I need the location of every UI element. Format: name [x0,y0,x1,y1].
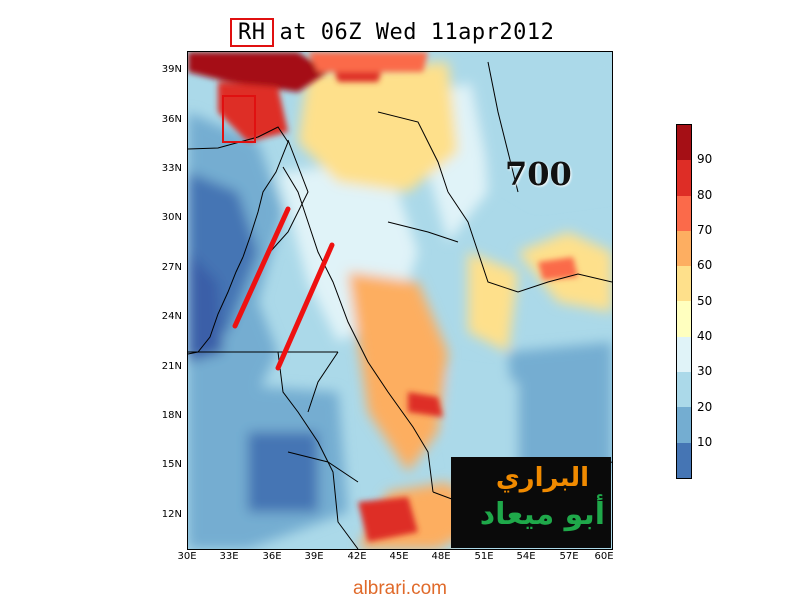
lat-tick-36n: 36N [161,114,182,125]
albrari-logo: البراري أبو ميعاد [451,457,611,548]
lon-tick-54e: 54E [516,551,536,562]
rh-map [187,51,613,550]
lat-tick-33n: 33N [161,163,182,174]
lat-tick-39n: 39N [161,64,182,75]
colorbar-seg-90-100 [677,125,691,161]
colorbar-label-80: 80 [697,188,713,202]
colorbar [676,124,692,479]
annotation-red-line-north [232,206,291,329]
lat-tick-27n: 27N [161,262,182,273]
colorbar-label-40: 40 [697,329,713,343]
colorbar-seg-50-60 [677,266,691,302]
title-text: at 06Z Wed 11apr2012 [279,20,555,45]
colorbar-label-70: 70 [697,223,713,237]
lon-tick-51e: 51E [474,551,494,562]
logo-line-1: البراري [495,463,589,493]
colorbar-label-90: 90 [697,152,713,166]
lon-tick-33e: 33E [219,551,239,562]
colorbar-label-10: 10 [697,435,713,449]
colorbar-seg-60-70 [677,230,691,267]
lat-tick-21n: 21N [161,361,182,372]
colorbar-seg-40-50 [677,301,691,337]
logo-line-2: أبو ميعاد [479,497,605,532]
colorbar-seg-70-80 [677,195,691,231]
lon-tick-57e: 57E [559,551,579,562]
title-variable-box: RH [230,18,274,47]
lat-tick-15n: 15N [161,459,182,470]
map-title: RH at 06Z Wed 11apr2012 [230,18,554,47]
lat-tick-12n: 12N [161,509,182,520]
colorbar-seg-20-30 [677,372,691,408]
lat-tick-24n: 24N [161,311,182,322]
colorbar-seg-30-40 [677,336,691,373]
lon-tick-36e: 36E [262,551,282,562]
lon-tick-45e: 45E [389,551,409,562]
colorbar-label-30: 30 [697,364,713,378]
colorbar-label-20: 20 [697,400,713,414]
annotation-red-box [222,95,256,143]
lat-tick-18n: 18N [161,410,182,421]
rh-field-svg [188,52,612,549]
lon-tick-48e: 48E [431,551,451,562]
colorbar-seg-10-20 [677,407,691,443]
colorbar-seg-80-90 [677,160,691,196]
colorbar-label-50: 50 [697,294,713,308]
colorbar-label-60: 60 [697,258,713,272]
annotation-red-line-south [275,242,335,371]
lon-tick-39e: 39E [304,551,324,562]
footer-site-link[interactable]: albrari.com [353,578,447,599]
lon-tick-30e: 30E [177,551,197,562]
colorbar-seg-0-10 [677,442,691,478]
lat-tick-30n: 30N [161,212,182,223]
pressure-level-label: 700 [505,155,572,193]
lon-tick-42e: 42E [347,551,367,562]
lon-tick-60e: 60E [594,551,614,562]
